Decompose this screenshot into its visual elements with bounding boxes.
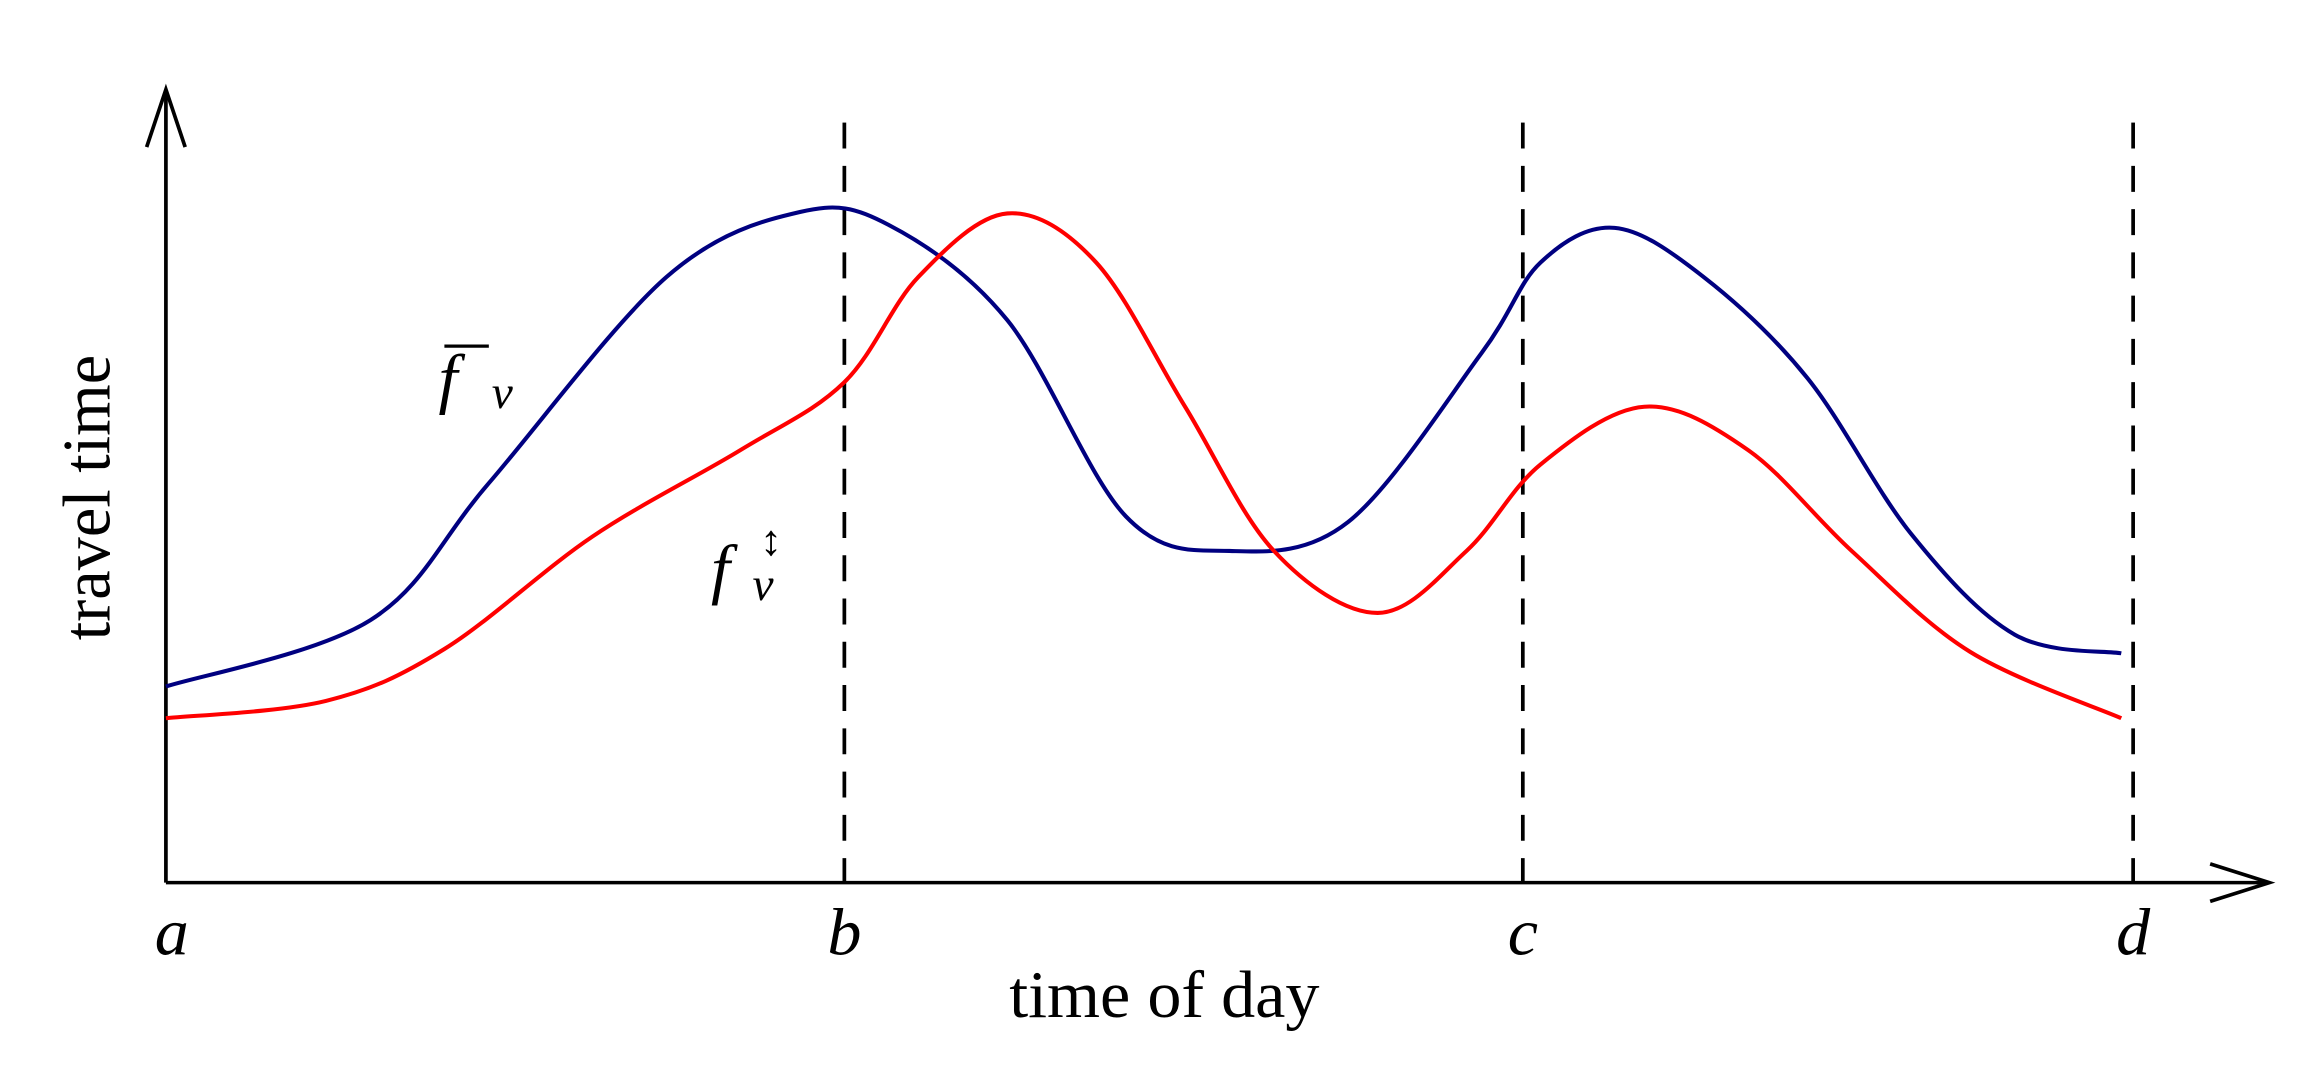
curve-superscript: ↕ — [760, 518, 782, 565]
blue-curve — [165, 205, 2122, 689]
x-axis-label: time of day — [1009, 958, 1320, 1032]
curve-subscript: v — [492, 368, 513, 419]
y-axis-label: travel time — [49, 355, 125, 640]
x-arrow — [2209, 862, 2276, 904]
x-tick-label: b — [827, 896, 861, 970]
curve-symbol: f — [438, 342, 465, 416]
y-arrow — [144, 83, 187, 148]
curve-subscript: v — [753, 560, 774, 611]
curve-symbol: f — [711, 532, 738, 606]
red-curve — [165, 211, 2123, 721]
x-tick-label: c — [1508, 896, 1538, 970]
x-tick-label: d — [2116, 896, 2150, 970]
x-tick-label: a — [155, 896, 189, 970]
